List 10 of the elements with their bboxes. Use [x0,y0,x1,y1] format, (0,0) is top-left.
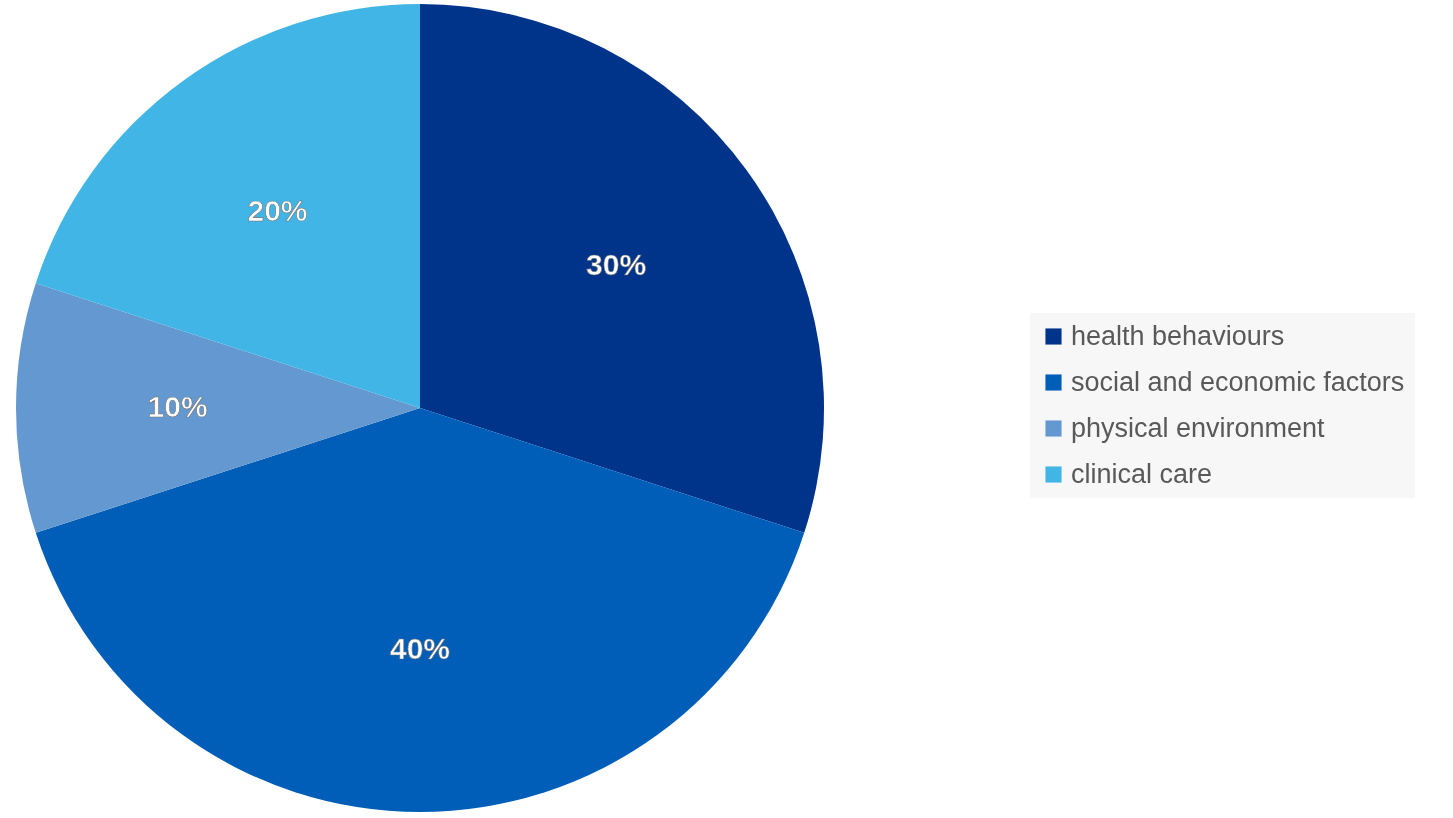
data-label: 30% [586,247,647,281]
pie-slice [16,283,420,533]
data-label: 10% [147,390,208,423]
pie-slice [420,4,824,533]
legend-label: social and economic factors [1071,366,1405,397]
legend-label: clinical care [1071,458,1213,489]
legend-label: physical environment [1071,412,1326,443]
legend-label: health behaviours [1071,320,1285,351]
data-label: 40% [389,632,451,666]
data-label: 20% [247,193,308,227]
